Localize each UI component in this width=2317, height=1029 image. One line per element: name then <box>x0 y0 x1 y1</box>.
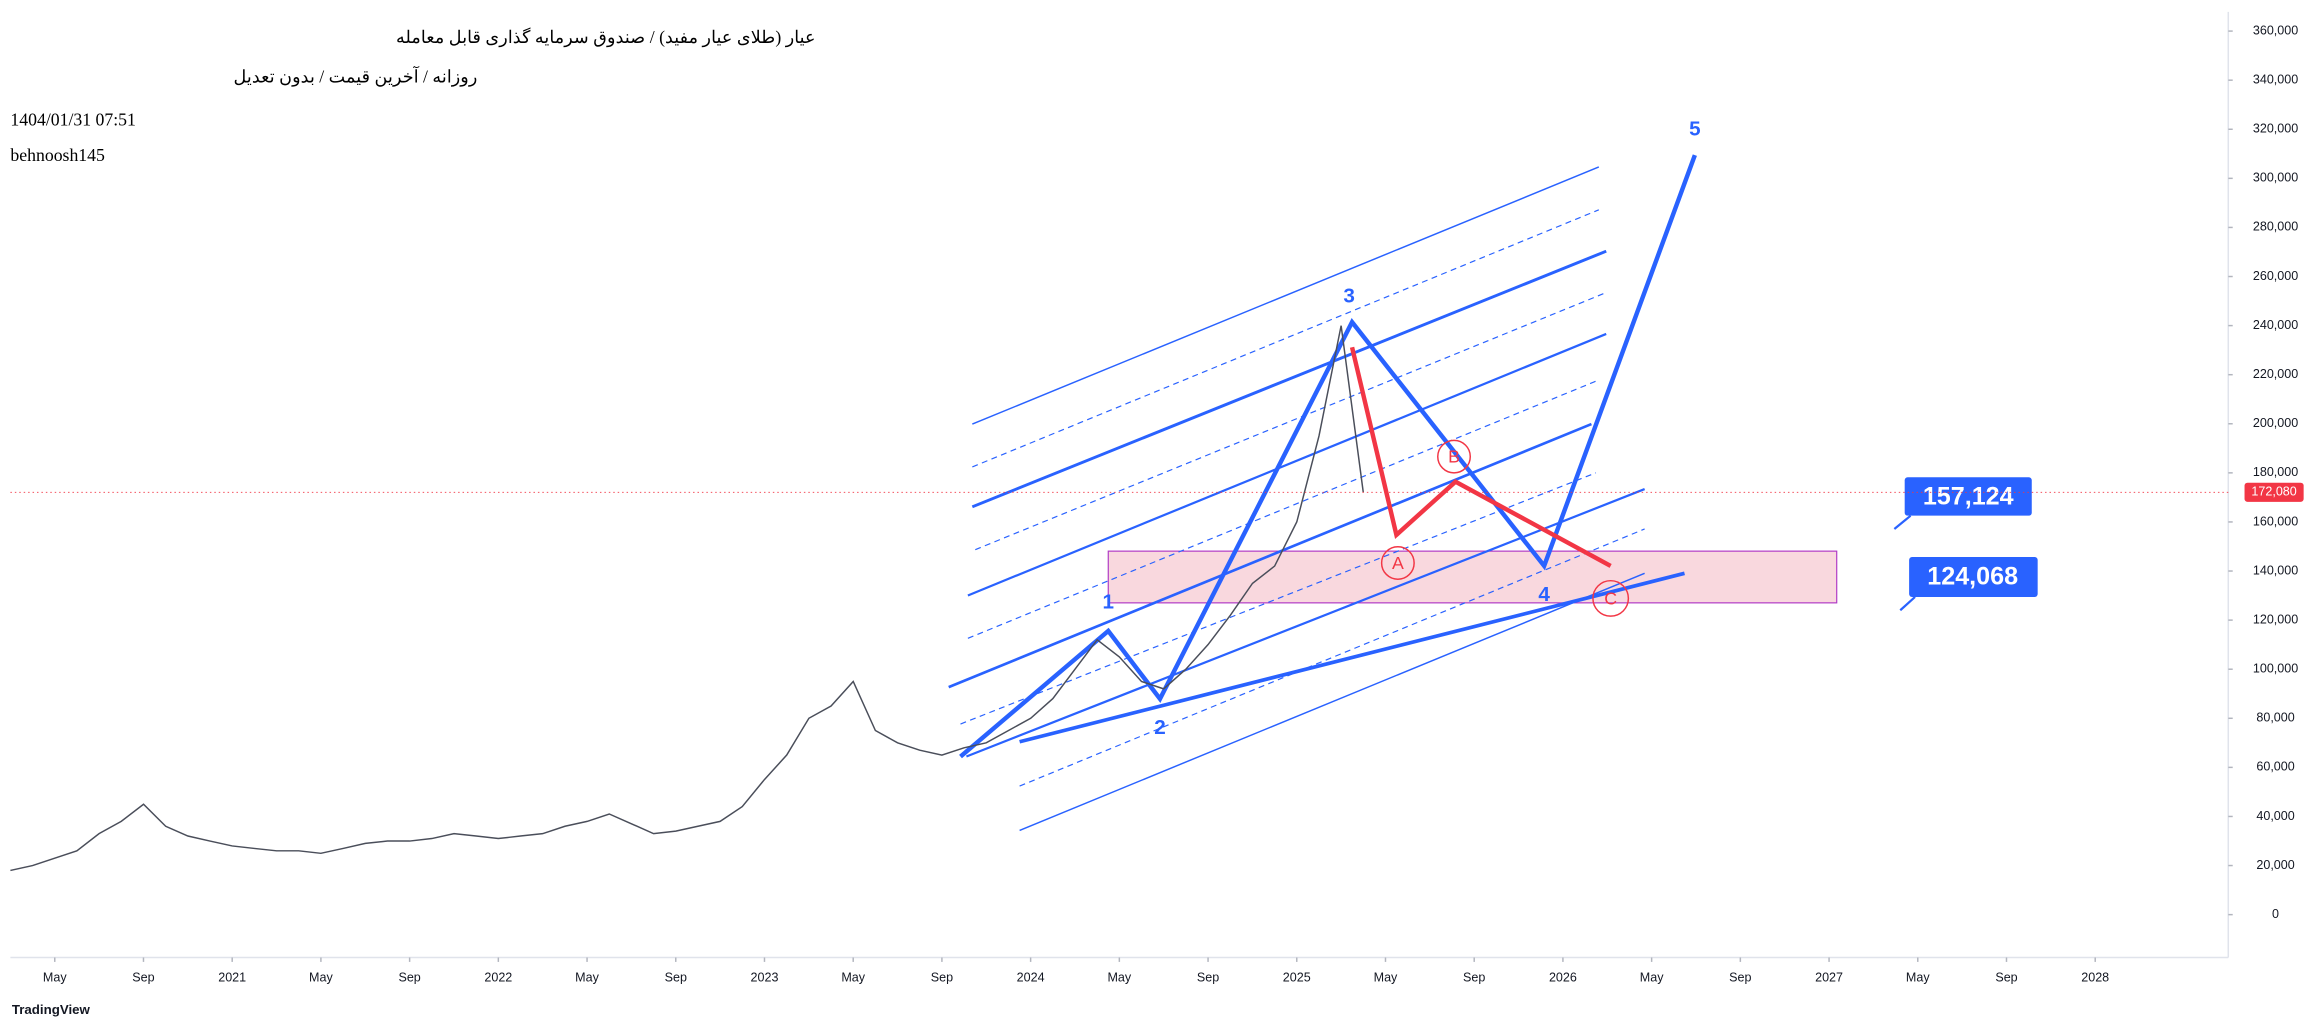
x-tick-label: Sep <box>931 970 953 984</box>
x-tick-label: 2024 <box>1017 970 1045 984</box>
wave-label: 3 <box>1343 284 1355 307</box>
channel-line <box>967 332 1607 597</box>
y-tick-label: 300,000 <box>2253 171 2298 185</box>
y-tick-label: 220,000 <box>2253 367 2298 381</box>
last-price-label: 172,080 <box>2251 485 2296 499</box>
x-tick-label: Sep <box>1729 970 1751 984</box>
x-tick-label: May <box>1906 970 1930 984</box>
channel-line <box>1019 572 1645 832</box>
label-circle <box>1437 439 1472 474</box>
y-tick-label: 80,000 <box>2256 711 2294 725</box>
x-tick-label: 2025 <box>1283 970 1311 984</box>
channel-line <box>971 249 1607 509</box>
x-tick-label: Sep <box>1995 970 2017 984</box>
x-tick-label: Sep <box>132 970 154 984</box>
y-tick-label: 200,000 <box>2253 416 2298 430</box>
channel-line <box>1019 571 1685 744</box>
y-tick-label: 60,000 <box>2256 760 2294 774</box>
x-tick-label: May <box>43 970 67 984</box>
x-tick-label: Sep <box>398 970 420 984</box>
channel-line <box>966 488 1646 758</box>
x-tick-label: Sep <box>1463 970 1485 984</box>
y-tick-label: 180,000 <box>2253 465 2298 479</box>
x-tick-label: 2022 <box>484 970 512 984</box>
y-tick-label: 160,000 <box>2253 514 2298 528</box>
x-tick-label: 2026 <box>1549 970 1577 984</box>
x-tick-label: 2028 <box>2081 970 2109 984</box>
label-circle <box>1592 579 1630 617</box>
x-tick-label: May <box>1107 970 1131 984</box>
x-tick-label: May <box>1374 970 1398 984</box>
price-line <box>10 325 1365 872</box>
x-tick-label: May <box>1640 970 1664 984</box>
author: behnoosh145 <box>10 145 105 165</box>
abc-label: C <box>1604 589 1617 609</box>
wave-label: 5 <box>1689 117 1700 140</box>
y-tick-label: 340,000 <box>2253 72 2298 86</box>
channel-line <box>960 472 1597 725</box>
y-tick-label: 260,000 <box>2253 269 2298 283</box>
x-tick-label: May <box>309 970 333 984</box>
y-tick-label: 120,000 <box>2253 612 2298 626</box>
chart-title: عیار (طلای عیار مفید) / صندوق سرمایه گذا… <box>396 26 816 48</box>
y-tick-label: 40,000 <box>2256 809 2294 823</box>
watermark: TradingView <box>12 1002 91 1017</box>
channel-line <box>972 209 1600 468</box>
channel-line <box>948 422 1592 689</box>
x-tick-label: 2027 <box>1815 970 1843 984</box>
y-tick-label: 140,000 <box>2253 563 2298 577</box>
channel-line <box>1019 528 1645 787</box>
callout-pointer <box>1899 596 1916 612</box>
label-circle <box>1380 545 1415 580</box>
abc-label: A <box>1392 553 1404 573</box>
last-price-box <box>2244 482 2304 502</box>
y-tick-label: 20,000 <box>2256 858 2294 872</box>
wave-path <box>959 154 1697 759</box>
overlay <box>948 154 1916 832</box>
timestamp: 1404/01/31 07:51 <box>10 110 136 130</box>
y-tick-label: 240,000 <box>2253 318 2298 332</box>
correction-path <box>1349 346 1612 568</box>
y-tick-label: 0 <box>2272 907 2279 921</box>
y-tick-label: 100,000 <box>2253 662 2298 676</box>
channel-line <box>972 166 1600 425</box>
price-box <box>1904 477 2032 516</box>
x-tick-label: 2023 <box>751 970 779 984</box>
y-tick-label: 360,000 <box>2253 23 2298 37</box>
price-box-label: 124,068 <box>1927 562 2018 590</box>
wave-label: 1 <box>1103 590 1115 613</box>
x-tick-label: May <box>575 970 599 984</box>
wave-label: 4 <box>1538 583 1550 606</box>
x-tick-label: 2021 <box>218 970 246 984</box>
x-tick-label: Sep <box>665 970 687 984</box>
x-tick-label: May <box>841 970 865 984</box>
wave-label: 2 <box>1154 716 1166 739</box>
price-box-label: 157,124 <box>1923 483 2014 511</box>
abc-label: B <box>1448 447 1460 467</box>
chart-subtitle: روزانه / آخرین قیمت / بدون تعدیل <box>234 66 478 88</box>
x-tick-label: Sep <box>1197 970 1219 984</box>
y-tick-label: 280,000 <box>2253 220 2298 234</box>
price-box <box>1909 557 2038 597</box>
y-tick-label: 320,000 <box>2253 122 2298 136</box>
callout-pointer <box>1893 514 1912 530</box>
